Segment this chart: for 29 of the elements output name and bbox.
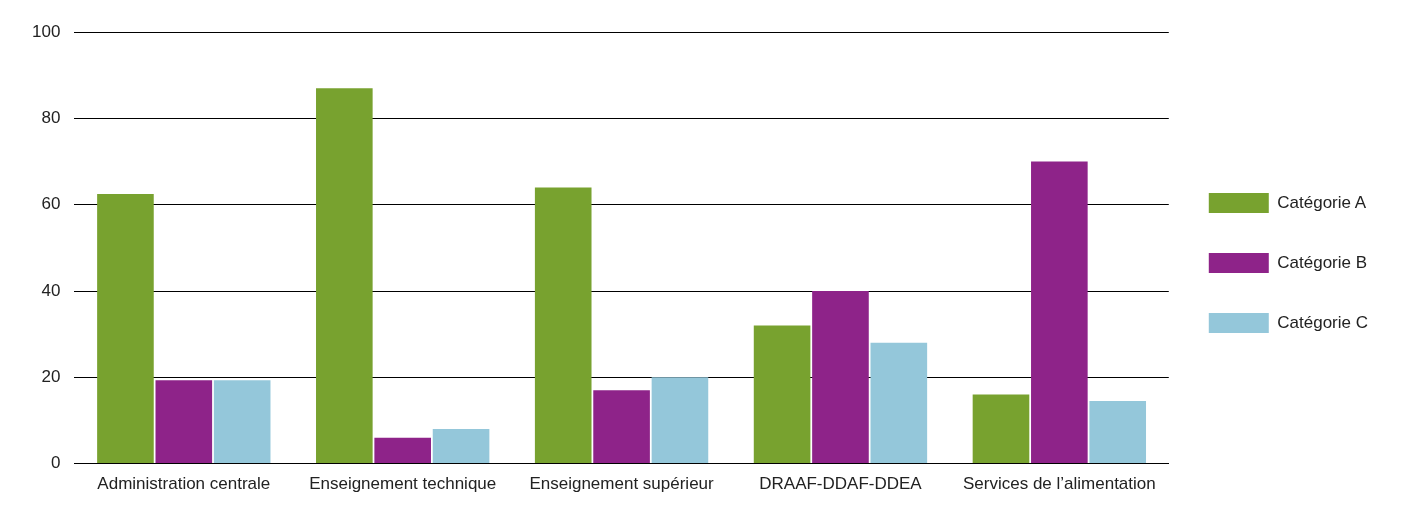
bar — [534, 187, 592, 464]
bar — [1031, 161, 1088, 464]
x-tick-label: Services de l’alimentation — [962, 474, 1156, 494]
bar — [432, 429, 490, 464]
bar — [972, 394, 1030, 464]
bar — [213, 380, 271, 464]
legend-label: Catégorie C — [1277, 312, 1369, 332]
legend-label: Catégorie B — [1277, 252, 1368, 272]
bar — [593, 390, 650, 464]
bar — [651, 377, 709, 464]
y-tick-label: 100 — [31, 21, 61, 41]
x-tick-label: Enseignement supérieur — [529, 474, 715, 494]
bar — [97, 193, 154, 464]
y-tick-label: 40 — [41, 280, 61, 300]
x-tick-label: Enseignement technique — [309, 474, 497, 494]
x-tick-label: Administration centrale — [97, 474, 271, 494]
y-tick-label: 20 — [41, 367, 61, 387]
bar — [753, 325, 811, 464]
y-tick-label: 60 — [41, 194, 61, 214]
bar — [870, 342, 928, 464]
bar — [155, 380, 213, 464]
bar — [374, 437, 431, 464]
y-tick-label: 0 — [50, 453, 61, 473]
bar — [812, 291, 869, 464]
bar — [1089, 401, 1147, 464]
legend-label: Catégorie A — [1277, 192, 1367, 212]
x-tick-label: DRAAF-DDAF-DDEA — [759, 474, 923, 494]
bar — [316, 88, 373, 464]
y-tick-label: 80 — [41, 108, 61, 128]
